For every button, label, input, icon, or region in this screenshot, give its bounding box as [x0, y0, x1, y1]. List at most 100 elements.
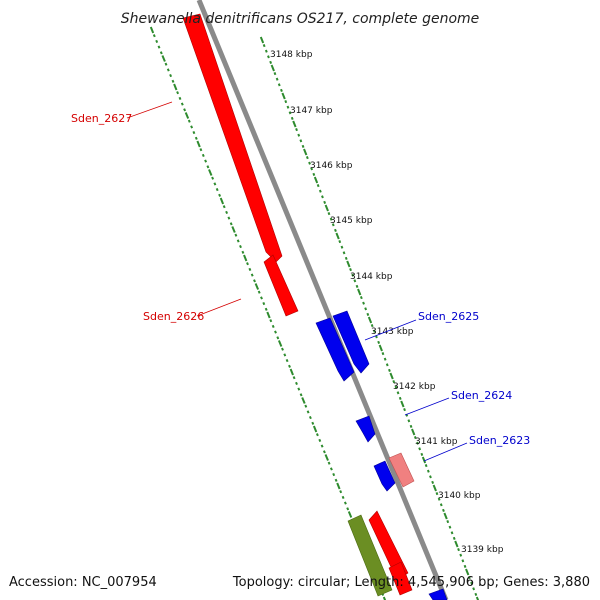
tick-mark: [259, 36, 265, 44]
tick-mark: [431, 480, 435, 484]
tick-mark: [341, 495, 345, 499]
gene-pale[interactable]: [388, 452, 415, 488]
tick-mark: [443, 512, 448, 520]
inner-tick-ring: [259, 36, 480, 600]
gene-label-sden-2623[interactable]: Sden_2623: [469, 434, 530, 447]
tick-mark: [324, 454, 329, 461]
tick-mark: [403, 408, 406, 412]
tick-mark: [394, 385, 398, 389]
leader-line-sden-2625: [364, 319, 417, 341]
tick-mark: [248, 267, 252, 271]
tick-mark: [231, 226, 236, 233]
tick-mark: [161, 55, 166, 62]
tick-mark: [183, 108, 187, 112]
tick-mark: [331, 223, 335, 227]
tick-mark: [196, 140, 201, 148]
tick-mark: [432, 484, 437, 492]
gene-reverse-sden-2625a[interactable]: [315, 317, 355, 382]
tick-mark: [339, 490, 343, 494]
tick-mark: [420, 452, 424, 456]
tick-label: 3147 kbp: [290, 106, 333, 116]
gene-label-sden-2627[interactable]: Sden_2627: [71, 112, 132, 125]
tick-mark: [446, 520, 450, 524]
gene-label-sden-2625[interactable]: Sden_2625: [418, 310, 479, 323]
tick-mark: [239, 245, 242, 249]
gene-forward-bottom[interactable]: [388, 561, 413, 596]
tick-mark: [292, 376, 296, 380]
tick-mark: [269, 319, 273, 323]
tick-mark: [241, 250, 245, 254]
tick-mark: [280, 88, 283, 92]
gene-forward-lower[interactable]: [368, 510, 409, 581]
tick-mark: [171, 79, 175, 83]
tick-mark: [329, 217, 333, 221]
tick-mark: [266, 311, 271, 319]
gene-reverse-bottom[interactable]: [428, 588, 448, 600]
tick-mark: [310, 167, 314, 171]
tick-mark: [206, 165, 210, 169]
tick-mark: [424, 464, 428, 468]
tick-mark: [260, 296, 263, 300]
tick-mark: [320, 444, 324, 448]
tick-mark: [429, 475, 432, 479]
gene-olive[interactable]: [347, 514, 393, 597]
gene-label-sden-2626[interactable]: Sden_2626: [143, 310, 204, 323]
tick-mark: [465, 568, 470, 576]
gene-label-sden-2624[interactable]: Sden_2624: [451, 389, 512, 402]
tick-mark: [190, 125, 194, 129]
tick-label: 3140 kbp: [438, 491, 481, 501]
tick-mark: [303, 148, 308, 156]
tick-mark: [169, 74, 173, 78]
tick-mark: [299, 139, 303, 143]
tick-mark: [342, 251, 346, 255]
tick-mark: [357, 288, 362, 296]
tick-mark: [334, 478, 338, 482]
tick-mark: [215, 188, 219, 192]
tick-mark: [246, 262, 249, 266]
tick-mark: [327, 212, 331, 216]
tick-mark: [442, 508, 445, 512]
tick-mark: [304, 404, 308, 408]
tick-mark: [336, 482, 341, 490]
leader-line-sden-2626: [196, 298, 242, 317]
tick-mark: [254, 283, 260, 290]
tick-mark: [274, 330, 277, 334]
tick-mark: [264, 49, 268, 53]
tick-mark: [281, 92, 286, 100]
tick-mark: [149, 26, 155, 34]
tick-mark: [454, 540, 459, 548]
tick-mark: [381, 352, 385, 356]
tick-mark: [299, 393, 303, 397]
tick-mark: [187, 119, 191, 123]
tick-mark: [311, 421, 315, 425]
tick-mark: [295, 381, 298, 385]
tick-mark: [201, 153, 205, 157]
gene-reverse-sden-2624[interactable]: [355, 415, 376, 443]
tick-mark: [413, 436, 417, 440]
gene-forward-sden-2627[interactable]: [182, 13, 283, 263]
tick-mark: [334, 228, 337, 232]
gene-forward-sden-2626[interactable]: [263, 254, 299, 317]
tick-mark: [218, 193, 222, 197]
tick-mark: [388, 368, 391, 372]
tick-mark: [324, 204, 329, 212]
gene-reverse-sden-2625b[interactable]: [332, 310, 370, 374]
tick-mark: [332, 473, 336, 477]
tick-mark: [327, 461, 331, 465]
gene-label-leaders: [126, 101, 468, 462]
tick-mark: [275, 77, 279, 81]
tick-mark: [295, 128, 298, 132]
tick-mark: [289, 368, 294, 376]
tick-mark: [318, 189, 322, 193]
tick-mark: [236, 239, 240, 243]
tick-mark: [383, 357, 387, 361]
tick-mark: [243, 254, 248, 262]
tick-mark: [315, 433, 319, 437]
tick-mark: [346, 507, 350, 511]
tick-mark: [343, 501, 347, 505]
tick-mark: [288, 111, 292, 115]
tick-mark: [418, 447, 422, 451]
tick-mark: [308, 416, 312, 420]
gene-reverse-sden-2623[interactable]: [373, 460, 396, 492]
tick-label: 3145 kbp: [330, 216, 373, 226]
